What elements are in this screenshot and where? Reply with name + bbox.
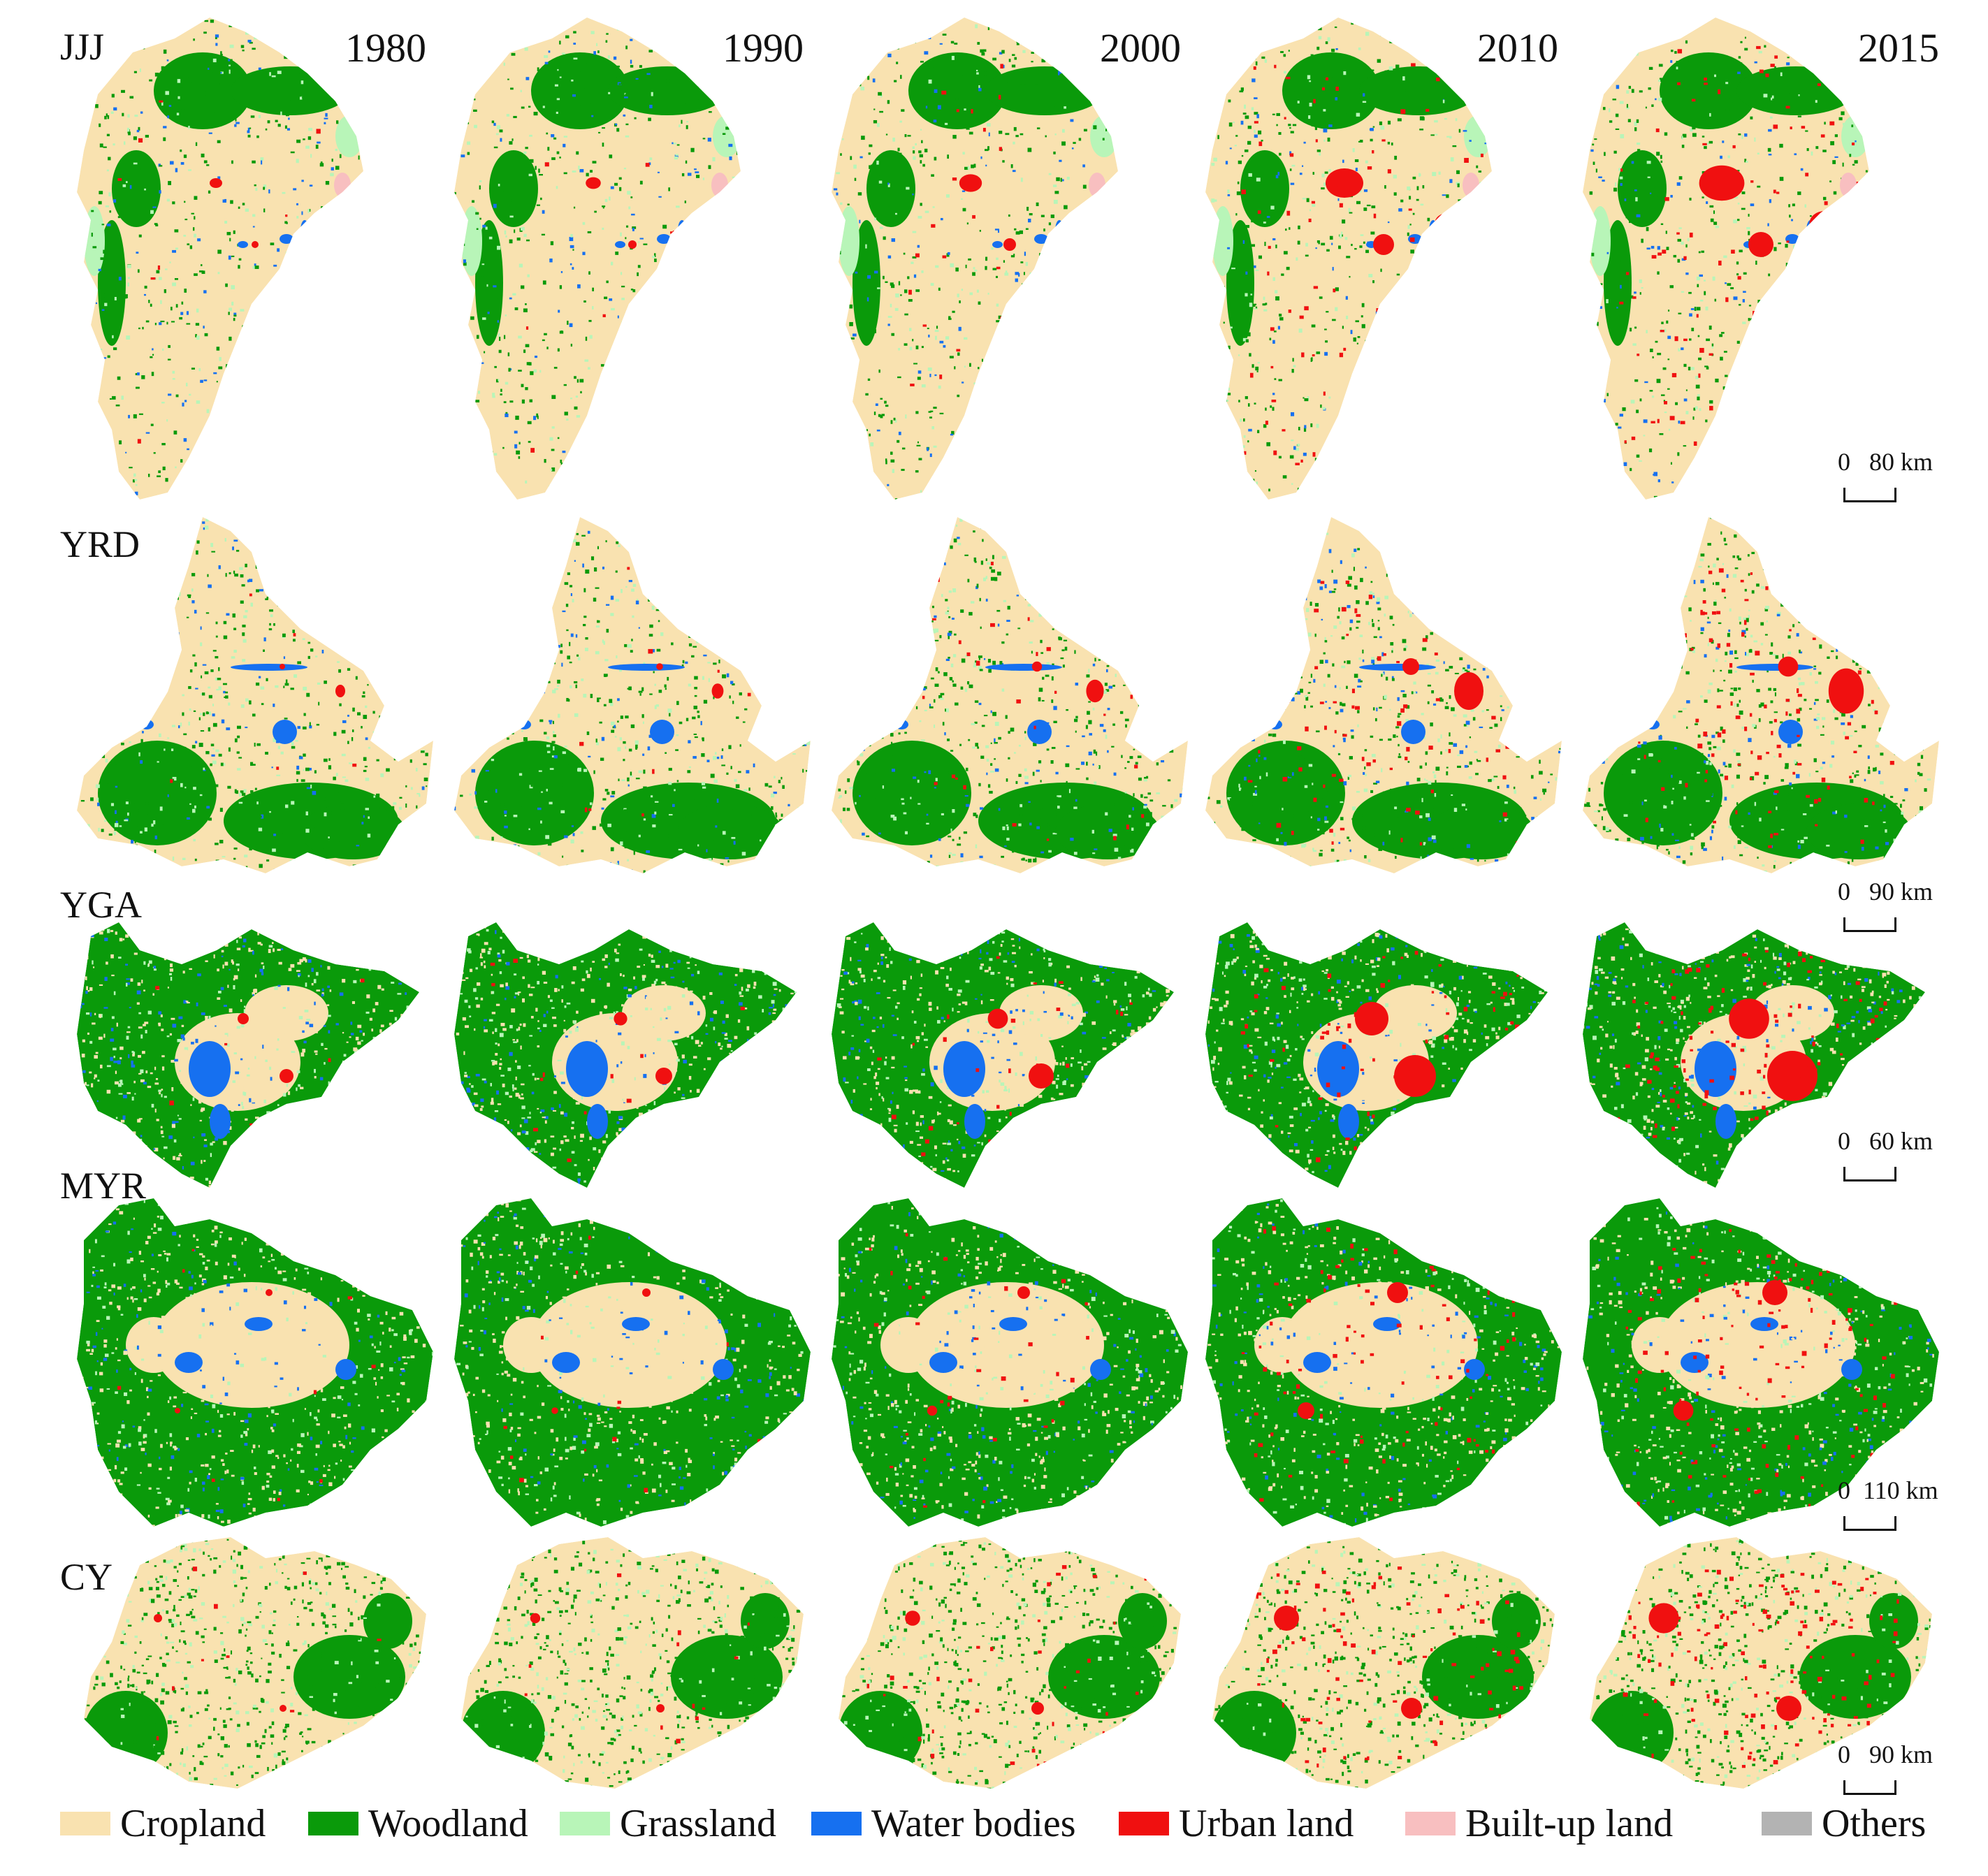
- map-yga-1980: [70, 922, 433, 1195]
- scale-distance-label: 90 km: [1869, 877, 1933, 906]
- scale-bar-myr: 0 110 km: [1838, 1476, 1978, 1546]
- legend-label: Cropland: [120, 1804, 266, 1843]
- legend-label: Water bodies: [871, 1804, 1076, 1843]
- year-label-1990: 1990: [664, 28, 804, 68]
- legend-swatch: [811, 1812, 862, 1835]
- legend-item-others: Others: [1762, 1804, 1943, 1843]
- scale-bar-graphic: [1843, 1780, 1896, 1795]
- scale-zero-label: 0: [1838, 1740, 1850, 1769]
- legend-label: Woodland: [368, 1804, 528, 1843]
- year-label-2010: 2010: [1419, 28, 1558, 68]
- map-yrd-1980: [70, 510, 433, 873]
- map-jjj-2010: [1198, 10, 1562, 500]
- scale-bar-graphic: [1843, 917, 1896, 932]
- region-label-myr: MYR: [60, 1167, 146, 1205]
- legend-swatch: [1762, 1812, 1812, 1835]
- map-cy-1980: [70, 1537, 433, 1796]
- scale-bar-graphic: [1843, 488, 1896, 502]
- map-yga-2010: [1198, 922, 1562, 1195]
- map-cy-2000: [825, 1537, 1188, 1796]
- scale-bar-graphic: [1843, 1516, 1896, 1531]
- scale-zero-label: 0: [1838, 1126, 1850, 1156]
- map-jjj-2015: [1576, 10, 1939, 500]
- map-cy-1990: [447, 1537, 811, 1796]
- map-jjj-2000: [825, 10, 1188, 500]
- scale-distance-label: 80 km: [1869, 447, 1933, 477]
- legend-label: Others: [1822, 1804, 1926, 1843]
- scale-distance-label: 60 km: [1869, 1126, 1933, 1156]
- scale-distance-label: 110 km: [1863, 1476, 1938, 1505]
- map-yga-2000: [825, 922, 1188, 1195]
- map-yga-2015: [1576, 922, 1939, 1195]
- legend-item-built-up-land: Built-up land: [1405, 1804, 1762, 1843]
- year-label-2000: 2000: [1041, 28, 1181, 68]
- legend-item-urban-land: Urban land: [1119, 1804, 1405, 1843]
- legend-item-woodland: Woodland: [308, 1804, 560, 1843]
- map-myr-2015: [1576, 1198, 1939, 1534]
- region-label-cy: CY: [60, 1558, 113, 1596]
- map-yga-1990: [447, 922, 811, 1195]
- legend-label: Urban land: [1179, 1804, 1354, 1843]
- year-label-1980: 1980: [286, 28, 426, 68]
- scale-bar-jjj: 0 80 km: [1838, 447, 1978, 517]
- map-myr-1980: [70, 1198, 433, 1534]
- legend-swatch: [60, 1812, 110, 1835]
- scale-distance-label: 90 km: [1869, 1740, 1933, 1769]
- map-cy-2010: [1198, 1537, 1562, 1796]
- legend-label: Grassland: [620, 1804, 776, 1843]
- scale-bar-yga: 0 60 km: [1838, 1126, 1978, 1196]
- map-myr-1990: [447, 1198, 811, 1534]
- year-label-2015: 2015: [1799, 28, 1939, 68]
- scale-bar-yrd: 0 90 km: [1838, 877, 1978, 947]
- map-cy-2015: [1576, 1537, 1939, 1796]
- map-jjj-1980: [70, 10, 433, 500]
- legend-swatch: [1119, 1812, 1169, 1835]
- map-yrd-1990: [447, 510, 811, 873]
- map-yrd-2015: [1576, 510, 1939, 873]
- map-yrd-2000: [825, 510, 1188, 873]
- legend-item-cropland: Cropland: [60, 1804, 308, 1843]
- map-myr-2010: [1198, 1198, 1562, 1534]
- scale-zero-label: 0: [1838, 877, 1850, 906]
- scale-bar-cy: 0 90 km: [1838, 1740, 1978, 1810]
- scale-bar-graphic: [1843, 1167, 1896, 1181]
- map-jjj-1990: [447, 10, 811, 500]
- legend-swatch: [1405, 1812, 1456, 1835]
- map-myr-2000: [825, 1198, 1188, 1534]
- legend-item-water-bodies: Water bodies: [811, 1804, 1119, 1843]
- region-label-yrd: YRD: [60, 525, 140, 563]
- legend: Cropland Woodland Grassland Water bodies…: [60, 1799, 1943, 1848]
- legend-swatch: [560, 1812, 610, 1835]
- legend-swatch: [308, 1812, 358, 1835]
- region-label-yga: YGA: [60, 886, 142, 924]
- legend-label: Built-up land: [1465, 1804, 1673, 1843]
- legend-item-grassland: Grassland: [560, 1804, 811, 1843]
- scale-zero-label: 0: [1838, 1476, 1850, 1505]
- map-yrd-2010: [1198, 510, 1562, 873]
- scale-zero-label: 0: [1838, 447, 1850, 477]
- region-label-jjj: JJJ: [60, 28, 104, 66]
